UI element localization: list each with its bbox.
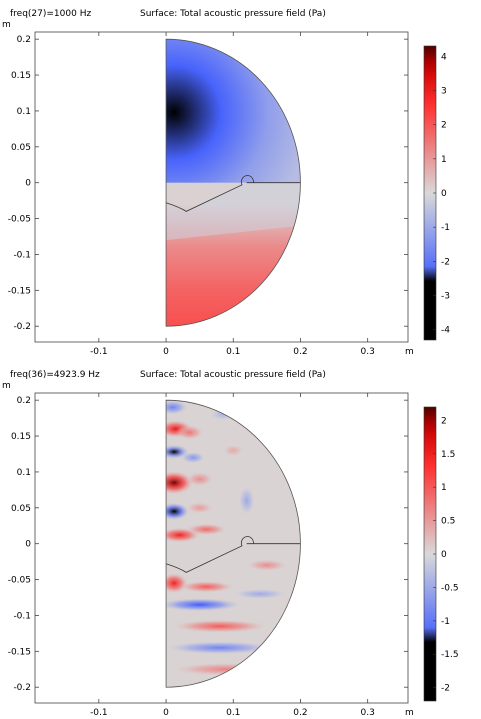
y-tick-label: 0.2	[17, 396, 31, 406]
pressure-lobe	[179, 581, 234, 593]
colorbar-tick-label: 4	[441, 52, 447, 62]
pressure-lobe	[166, 502, 189, 521]
pressure-lobe	[180, 451, 206, 464]
baffle-boundary	[165, 175, 254, 212]
y-tick-label: -0.15	[8, 647, 31, 657]
plot-2-header: freq(36)=4923.9 Hz Surface: Total acoust…	[0, 368, 481, 382]
colorbar-tick-label: 1	[441, 155, 447, 165]
colorbar-tick-label: 0	[441, 189, 447, 199]
x-unit-label: m	[405, 347, 414, 357]
colorbar-tick-label: -0.5	[441, 583, 459, 593]
negative-pressure-region	[166, 39, 301, 184]
x-tick-label: 0.1	[226, 347, 240, 357]
pressure-lobe	[223, 444, 244, 457]
colorbar-tick-label: -3	[441, 292, 450, 302]
y-tick-label: 0.15	[11, 71, 31, 81]
domain-boundary	[165, 38, 301, 327]
x-tick-label: 0.2	[293, 347, 307, 357]
colorbar-tick-label: -1	[441, 223, 450, 233]
pressure-lobe	[166, 471, 193, 495]
y-unit-label: m	[2, 20, 11, 30]
y-tick-label: 0.1	[17, 107, 31, 117]
pressure-lobe	[166, 573, 188, 594]
plot-1-header: freq(27)=1000 Hz Surface: Total acoustic…	[0, 7, 481, 21]
plot-2: -0.1 0 0.1 0.2 0.3 0.2 0.15 0.1 0.05 0 -0.05 -0.1 -0…	[2, 381, 459, 718]
pressure-lobe	[166, 598, 240, 612]
pressure-lobe	[166, 444, 189, 460]
plot-1-title: Surface: Total acoustic pressure field (…	[140, 9, 326, 19]
colorbar-tick-label: 1	[441, 483, 447, 493]
pressure-lobe	[176, 425, 204, 440]
y-tick-label: -0.05	[8, 576, 31, 586]
colorbar-tick-label: -1	[441, 617, 450, 627]
plot-2-freq-label: freq(36)=4923.9 Hz	[10, 370, 100, 380]
x-unit-label: m	[405, 708, 414, 718]
pressure-lobe	[233, 588, 288, 599]
x-tick-label: 0	[163, 708, 169, 718]
y-tick-label: -0.15	[8, 286, 31, 296]
colorbar-tick-label: 1.5	[441, 450, 455, 460]
colorbar-tick-label: -4	[441, 326, 450, 336]
pressure-lobe	[172, 619, 267, 633]
plot-1: -0.1 0 0.1 0.2 0.3 0.2 0.15 0.1 0.05 0 -0.05 -0.1 -0…	[2, 20, 450, 357]
colorbar-tick-label: 2	[441, 416, 447, 426]
axes-frame	[34, 31, 409, 343]
colorbar-tick-label: -1.5	[441, 650, 459, 660]
axes-frame	[34, 392, 409, 704]
colorbar-tick-label: 0.5	[441, 517, 455, 527]
y-tick-label: 0.05	[11, 143, 31, 153]
colorbar-tick-label: 0	[441, 550, 447, 560]
x-tick-label: 0.1	[226, 708, 240, 718]
pressure-field	[166, 39, 301, 327]
pressure-lobe	[166, 641, 274, 655]
x-tick-label: -0.1	[90, 708, 108, 718]
y-tick-label: 0.1	[17, 468, 31, 478]
y-tick-label: -0.2	[13, 322, 31, 332]
y-tick-label: 0.05	[11, 504, 31, 514]
pressure-lobe	[166, 400, 188, 415]
domain-boundary	[165, 399, 301, 688]
colorbar-tick-label: 2	[441, 121, 447, 131]
y-tick-label: 0	[25, 540, 31, 550]
y-tick-label: -0.05	[8, 215, 31, 225]
y-tick-label: 0.15	[11, 432, 31, 442]
y-tick-label: -0.1	[13, 611, 31, 621]
colorbar-tick-label: 3	[441, 86, 447, 96]
y-tick-label: -0.2	[13, 683, 31, 693]
x-tick-label: 0	[163, 347, 169, 357]
y-unit-label: m	[2, 381, 11, 391]
colorbar-tick-label: -2	[441, 257, 450, 267]
pressure-lobe	[172, 662, 281, 676]
pressure-lobe	[186, 523, 227, 536]
colorbar-tick-label: -2	[441, 684, 450, 694]
x-tick-label: -0.1	[90, 347, 108, 357]
y-tick-label: 0.2	[17, 35, 31, 45]
x-tick-label: 0.2	[293, 708, 307, 718]
x-tick-label: 0.3	[361, 347, 375, 357]
pressure-lobe	[186, 502, 214, 514]
baffle-boundary	[165, 536, 254, 573]
pressure-lobe	[246, 559, 288, 571]
y-tick-label: -0.1	[13, 250, 31, 260]
x-tick-label: 0.3	[361, 708, 375, 718]
plot-2-title: Surface: Total acoustic pressure field (…	[140, 370, 326, 380]
pressure-lobe	[238, 486, 255, 515]
pressure-lobe	[186, 471, 214, 487]
y-tick-label: 0	[25, 179, 31, 189]
plot-1-freq-label: freq(27)=1000 Hz	[10, 9, 92, 19]
transition-band	[166, 182, 301, 241]
